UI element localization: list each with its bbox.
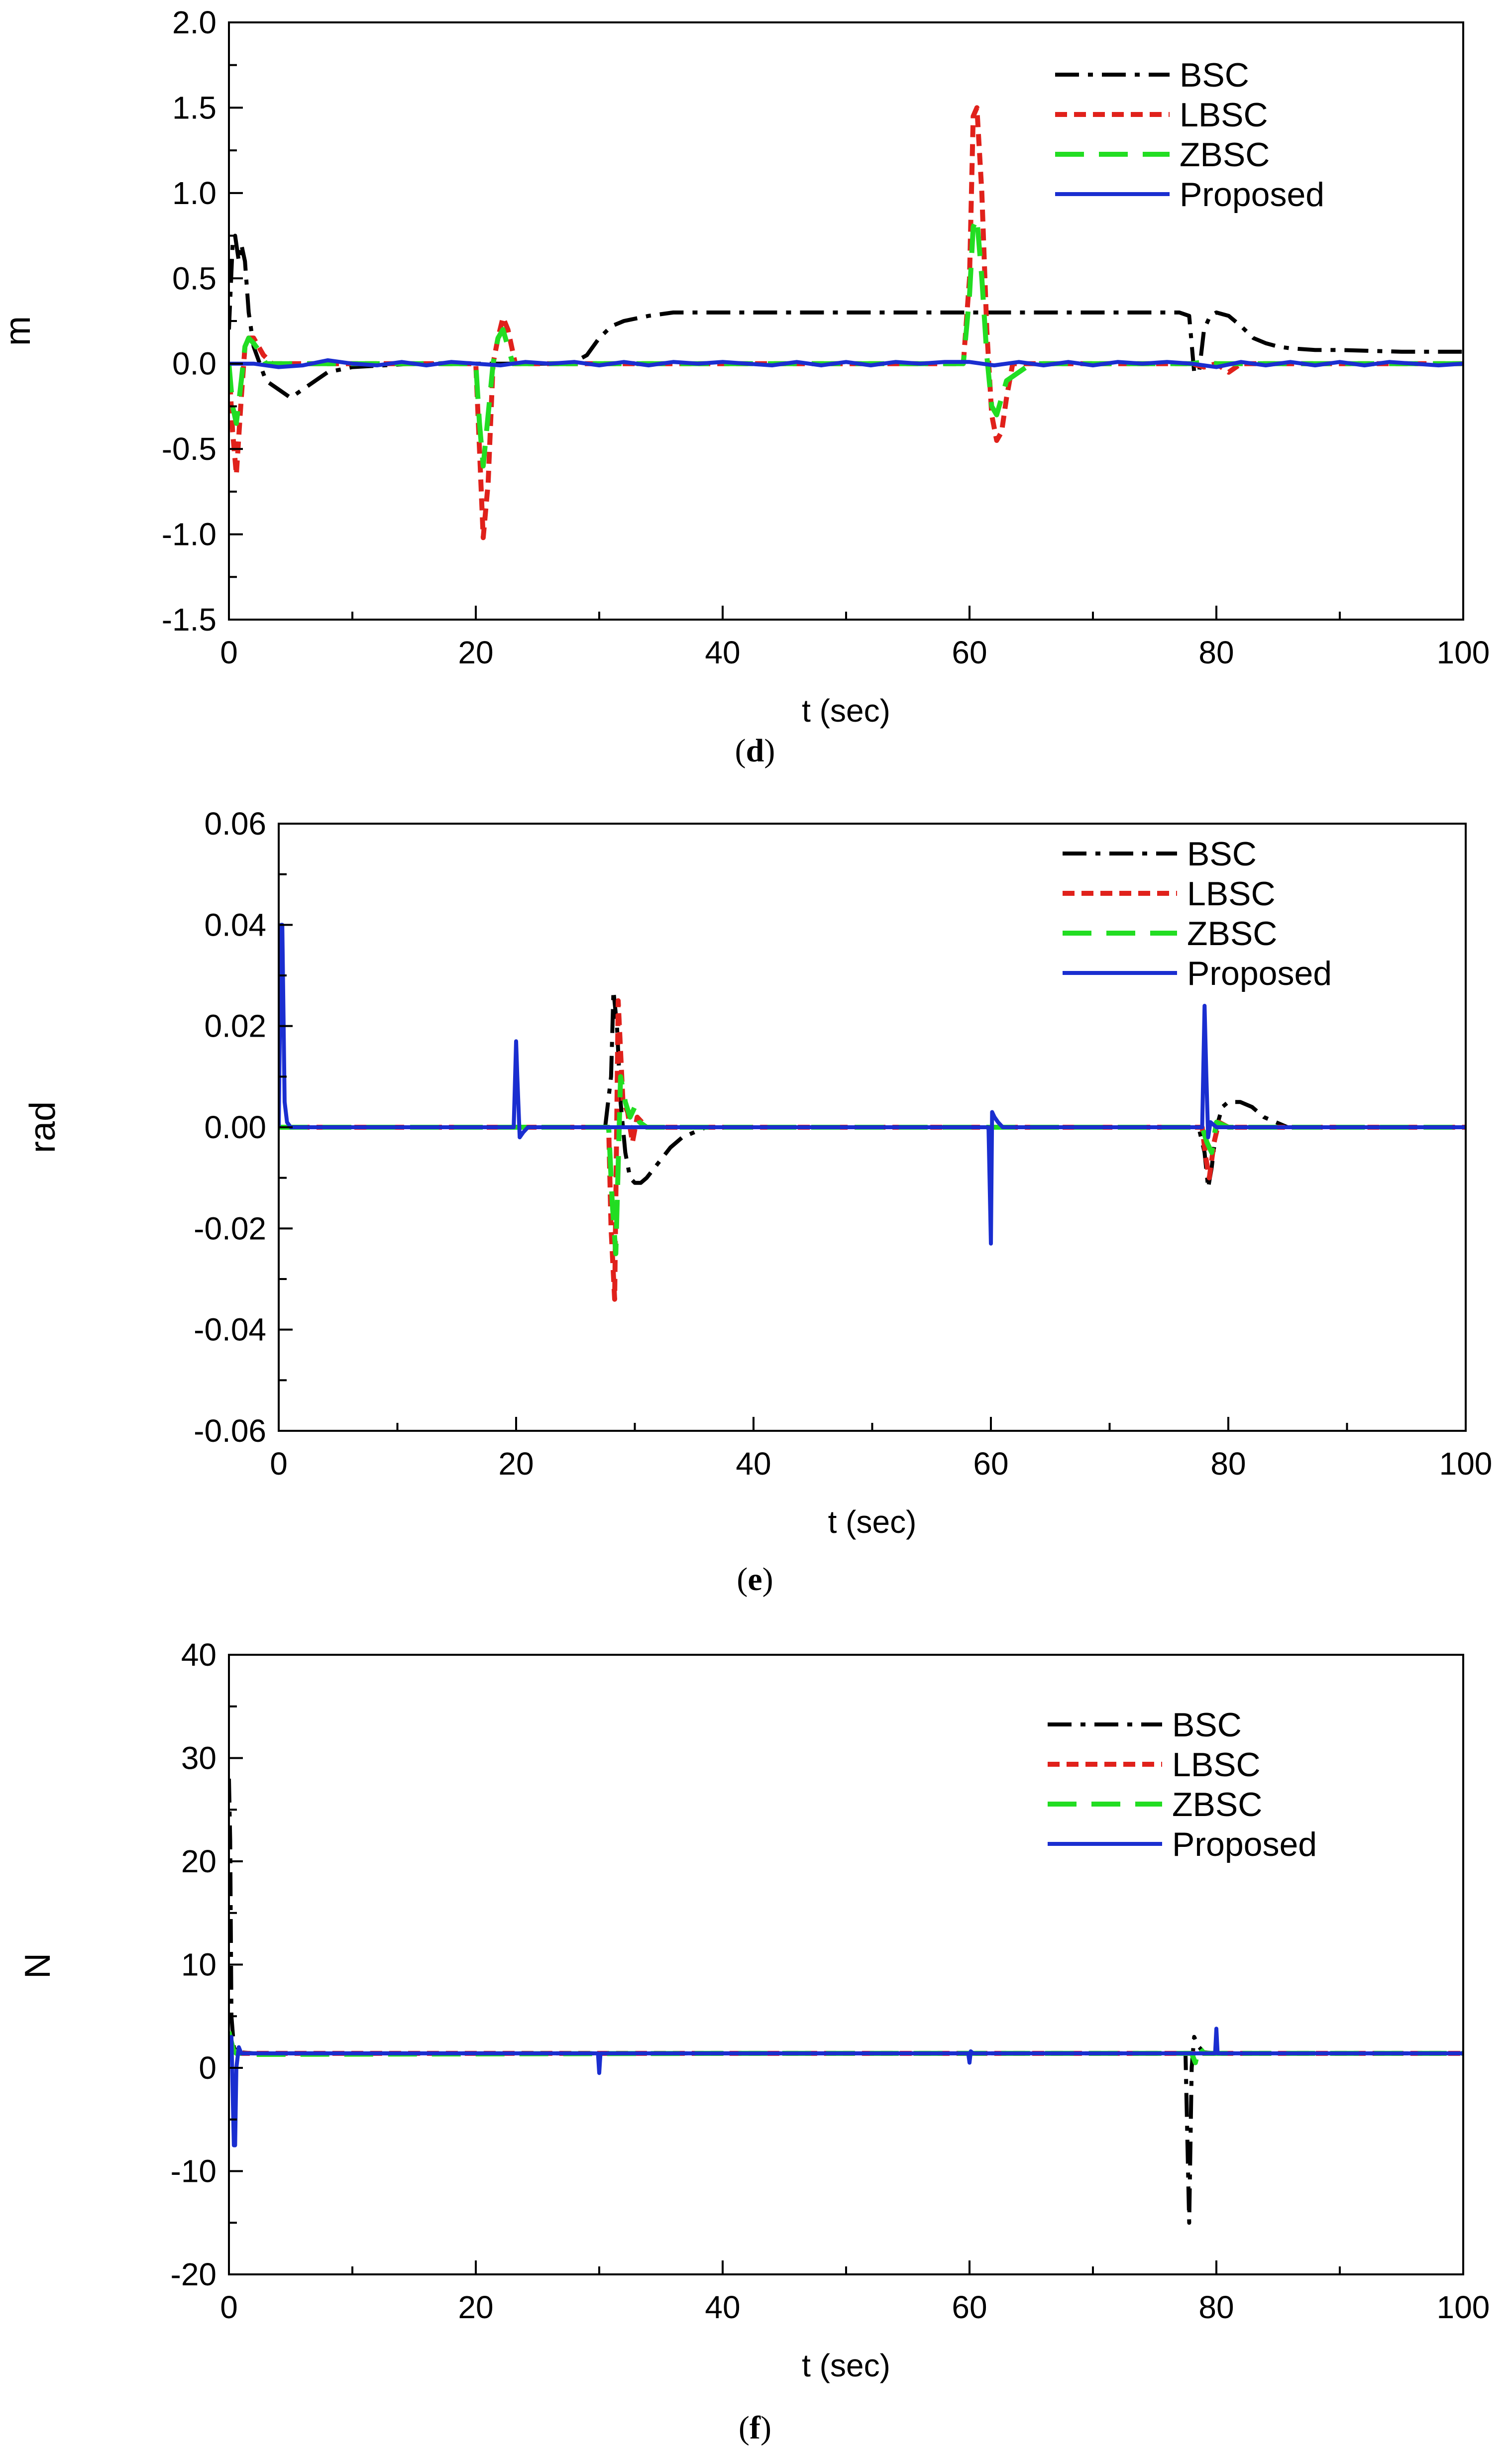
legend-label-zbsc: ZBSC	[1180, 136, 1270, 174]
legend-label-zbsc: ZBSC	[1172, 1786, 1262, 1823]
panel-caption: (e)	[737, 1561, 773, 1598]
y-tick-label: 0.0	[172, 346, 216, 382]
y-tick-label: 1.5	[172, 90, 216, 125]
plot-frame	[228, 21, 1464, 621]
y-tick-label: -0.06	[194, 1413, 266, 1449]
legend-label-zbsc: ZBSC	[1187, 915, 1277, 953]
legend-label-lbsc: LBSC	[1172, 1746, 1261, 1784]
y-tick-label: 0.06	[204, 806, 266, 842]
series-line-zbsc	[229, 216, 1463, 469]
legend-label-lbsc: LBSC	[1180, 96, 1268, 134]
series-line-proposed	[279, 923, 1466, 1246]
series-line-zbsc	[279, 1074, 1466, 1257]
x-tick-label: 0	[220, 2289, 238, 2325]
legend-label-bsc: BSC	[1180, 56, 1249, 94]
x-tick-label: 20	[458, 635, 493, 670]
y-tick-label: 1.0	[172, 175, 216, 211]
x-tick-label: 40	[705, 2289, 740, 2325]
chart-panel-d: 0 20 40 60 80 100-1.5-1.0-0.50.00.51.01.52.0 …	[0, 4, 1490, 769]
y-tick-label: 0.00	[204, 1109, 266, 1145]
x-tick-label: 20	[498, 1446, 534, 1482]
legend-label-proposed: Proposed	[1187, 955, 1332, 992]
y-tick-label: 30	[181, 1740, 216, 1776]
x-axis-label: t (sec)	[802, 693, 890, 729]
y-tick-label: 0	[199, 2050, 216, 2086]
x-tick-label: 80	[1198, 635, 1234, 670]
legend-label-proposed: Proposed	[1180, 176, 1324, 214]
x-tick-label: 40	[705, 635, 740, 670]
x-axis-label: t (sec)	[828, 1504, 917, 1540]
legend-label-bsc: BSC	[1187, 835, 1257, 873]
y-tick-label: -0.02	[194, 1210, 266, 1246]
panel-caption: (f)	[739, 2410, 771, 2446]
plot-frame	[278, 823, 1467, 1432]
y-tick-label: 0.04	[204, 907, 266, 943]
y-axis-label: rad	[23, 1101, 63, 1153]
x-tick-label: 80	[1198, 2289, 1234, 2325]
chart-panel-f: 0 20 40 60 80 100 -20 -10 0 10 20 30 40 t (sec) N BS…	[18, 1637, 1490, 2446]
x-tick-label: 20	[458, 2289, 493, 2325]
x-tick-label: 0	[220, 635, 238, 670]
series-line-bsc	[229, 233, 1463, 400]
plot-frame	[228, 1654, 1464, 2275]
y-tick-label: -0.5	[162, 431, 216, 467]
x-tick-label: 60	[952, 635, 987, 670]
series-line-proposed	[229, 358, 1463, 369]
y-axis-label: N	[18, 1953, 58, 1979]
y-tick-label: -20	[171, 2256, 217, 2292]
y-tick-label: 0.5	[172, 260, 216, 296]
y-tick-label: 2.0	[172, 4, 216, 40]
y-tick-label: -0.04	[194, 1312, 266, 1348]
legend-label-proposed: Proposed	[1172, 1825, 1317, 1863]
x-tick-label: 80	[1210, 1446, 1246, 1482]
legend-label-bsc: BSC	[1172, 1706, 1242, 1744]
y-tick-label: 0.02	[204, 1008, 266, 1044]
x-tick-label: 100	[1437, 2289, 1490, 2325]
y-tick-label: -1.0	[162, 517, 216, 552]
y-axis-label: m	[0, 316, 38, 346]
x-tick-label: 100	[1437, 635, 1490, 670]
x-tick-label: 60	[973, 1446, 1008, 1482]
y-tick-label: 40	[181, 1637, 216, 1673]
series-line-proposed	[229, 2027, 1463, 2147]
x-tick-label: 40	[736, 1446, 771, 1482]
panel-caption: (d)	[735, 733, 775, 769]
x-tick-label: 0	[270, 1446, 288, 1482]
x-tick-label: 60	[952, 2289, 987, 2325]
legend-label-lbsc: LBSC	[1187, 875, 1276, 913]
y-tick-label: -10	[171, 2153, 217, 2189]
y-tick-label: 20	[181, 1843, 216, 1879]
series-line-lbsc	[279, 998, 1466, 1302]
x-axis-label: t (sec)	[802, 2348, 890, 2383]
y-tick-label: 10	[181, 1947, 216, 1983]
y-tick-label: -1.5	[162, 602, 216, 638]
chart-panel-e: 0 20 40 60 80 100 -0.06 -0.04 -0.02 0.00 0.02 0.04 0…	[23, 806, 1492, 1598]
x-tick-label: 100	[1439, 1446, 1493, 1482]
